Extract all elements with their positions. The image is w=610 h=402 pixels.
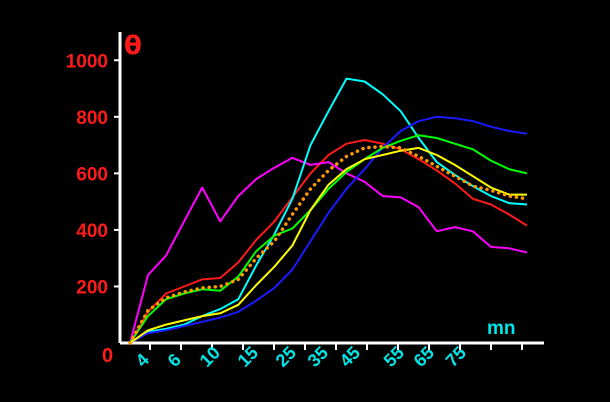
series-line-7 [128, 144, 529, 345]
series-line-5 [129, 134, 528, 344]
x-tick-label: 65 [410, 343, 438, 371]
x-tick-label: 4 [132, 350, 153, 371]
x-tick-label: 55 [380, 343, 408, 371]
y-axis-label: θ [124, 31, 142, 61]
axes [118, 32, 544, 345]
series-line-3 [129, 77, 528, 344]
origin-label: 0 [102, 345, 113, 367]
x-tick-label: 45 [336, 343, 364, 371]
x-tick-label: 15 [234, 343, 262, 371]
x-axis-label: mn [487, 318, 516, 339]
y-tick-label: 600 [76, 164, 108, 185]
series-lines [128, 77, 529, 345]
y-tick-label: 200 [76, 277, 108, 298]
series-line-6 [129, 146, 527, 344]
series-line-4 [129, 115, 528, 344]
x-tick-label: 25 [272, 343, 300, 371]
series-line-1 [129, 139, 528, 344]
y-tick-label: 800 [76, 108, 108, 129]
x-tick-label: 6 [164, 350, 185, 371]
x-tick-label: 35 [304, 343, 332, 371]
y-tick-label: 400 [76, 221, 108, 242]
y-ticks: 200 400 600 800 1000 [66, 51, 120, 298]
series-line-2 [129, 156, 528, 344]
y-tick-label: 1000 [66, 51, 108, 72]
x-tick-label: 10 [196, 343, 224, 371]
x-tick-label: 75 [442, 343, 470, 371]
x-ticks: 4 6 10 15 25 35 45 55 65 75 [132, 343, 523, 371]
